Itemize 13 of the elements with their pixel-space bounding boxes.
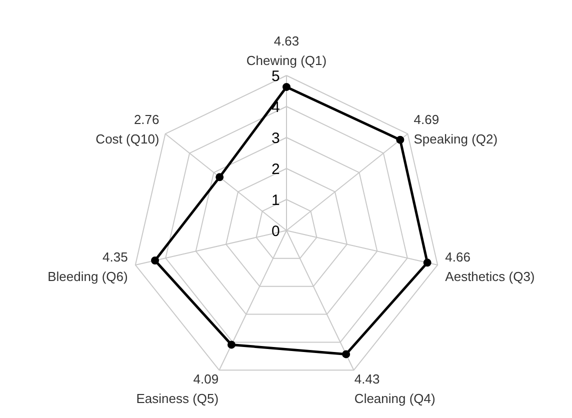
y-tick-label: 3: [271, 130, 280, 147]
y-tick-label: 0: [271, 223, 280, 240]
y-tick-label: 4: [271, 99, 280, 116]
y-tick-label: 1: [271, 192, 280, 209]
spoke-label: 4.66 Aesthetics (Q3): [445, 249, 535, 284]
y-tick-label: 2: [271, 161, 280, 178]
spoke-label: 4.09 Easiness (Q5): [136, 372, 219, 406]
spoke-label: 4.69 Speaking (Q2): [414, 112, 498, 146]
spoke-label: 4.43 Cleaning (Q4): [354, 372, 436, 406]
y-tick-label: 5: [271, 68, 280, 85]
spoke-label: 4.63 Chewing (Q1): [246, 33, 327, 68]
spoke-label: 4.35 Bleeding (Q6): [48, 249, 128, 284]
spoke-label: 2.76 Cost (Q10): [96, 112, 160, 146]
